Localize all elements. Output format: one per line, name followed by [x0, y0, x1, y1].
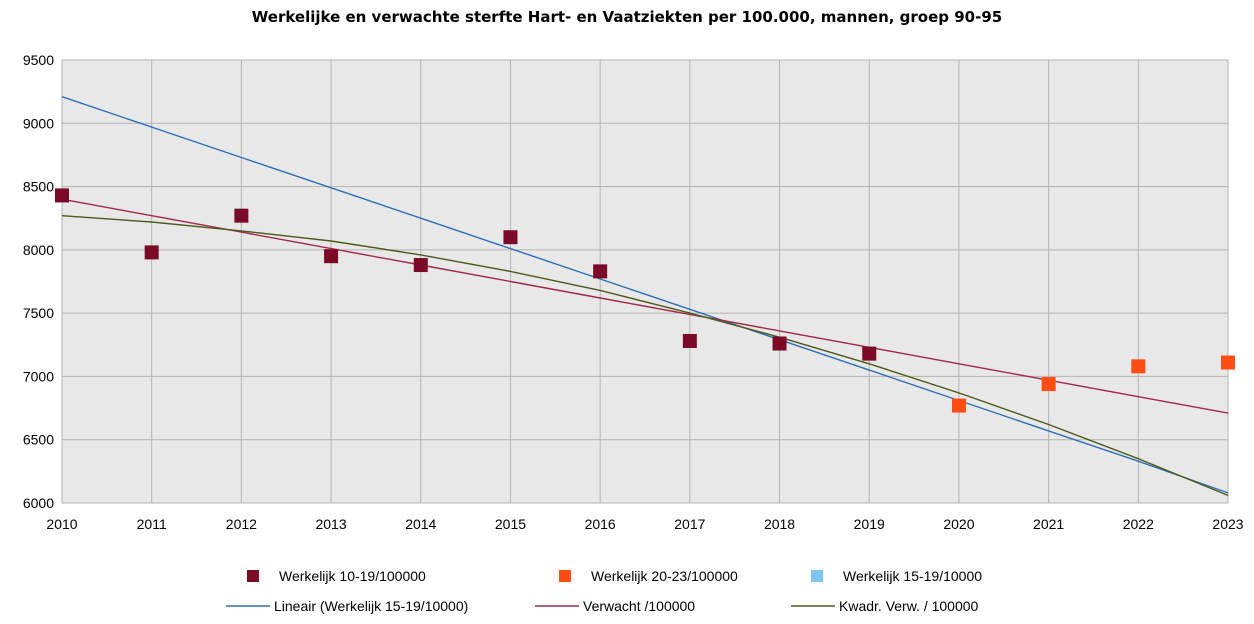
legend-swatch [811, 570, 823, 582]
x-tick-label: 2015 [495, 516, 526, 532]
y-tick-label: 9000 [23, 115, 54, 131]
y-tick-label: 8000 [23, 242, 54, 258]
legend-label: Lineair (Werkelijk 15-19/10000) [274, 598, 468, 614]
y-tick-label: 6500 [23, 432, 54, 448]
data-point-1 [1041, 377, 1056, 392]
data-point-1 [1221, 355, 1235, 370]
series-line-4 [61, 198, 1229, 414]
x-tick-label: 2023 [1212, 516, 1243, 532]
x-tick-label: 2014 [405, 516, 436, 532]
y-tick-label: 7500 [23, 305, 54, 321]
data-point-1 [1131, 359, 1146, 374]
data-point-0 [682, 333, 697, 348]
x-tick-label: 2020 [943, 516, 974, 532]
data-point-0 [55, 188, 69, 203]
x-tick-label: 2010 [46, 516, 77, 532]
data-point-0 [234, 208, 249, 223]
x-tick-label: 2022 [1123, 516, 1154, 532]
legend-swatch [559, 570, 571, 582]
data-point-0 [503, 230, 518, 245]
legend-label: Kwadr. Verw. / 100000 [839, 598, 979, 614]
x-tick-label: 2013 [315, 516, 346, 532]
data-point-1 [951, 398, 966, 413]
legend-label: Werkelijk 20-23/100000 [591, 568, 738, 584]
x-tick-label: 2016 [585, 516, 616, 532]
x-tick-label: 2019 [854, 516, 885, 532]
legend-label: Werkelijk 15-19/10000 [843, 568, 982, 584]
x-tick-label: 2011 [137, 516, 167, 532]
data-point-0 [144, 245, 159, 260]
data-point-0 [324, 249, 339, 264]
data-point-0 [862, 346, 877, 361]
x-tick-label: 2018 [764, 516, 795, 532]
chart-title: Werkelijke en verwachte sterfte Hart- en… [252, 8, 1002, 26]
y-tick-label: 9500 [23, 52, 54, 68]
x-tick-label: 2012 [226, 516, 257, 532]
data-point-0 [772, 336, 787, 351]
plot-area [61, 59, 1229, 504]
y-tick-label: 6000 [23, 495, 54, 511]
y-tick-label: 8500 [23, 179, 54, 195]
trend-lines [61, 96, 1229, 497]
y-axis-ticks: 6000 6500 7000 7500 8000 8500 9000 9500 [23, 52, 54, 511]
series-line-5 [61, 215, 1229, 497]
x-tick-label: 2021 [1033, 516, 1064, 532]
series-line-3 [61, 96, 1229, 494]
legend-label: Verwacht /100000 [583, 598, 695, 614]
x-tick-label: 2017 [674, 516, 705, 532]
legend: Werkelijk 10-19/100000 Werkelijk 20-23/10… [226, 568, 982, 614]
y-tick-label: 7000 [23, 368, 54, 384]
x-axis-ticks: 2010 2011 2012 2013 2014 2015 2016 2017 2018 2019… [46, 516, 1243, 532]
data-point-0 [593, 264, 608, 279]
data-markers [55, 188, 1235, 413]
legend-label: Werkelijk 10-19/100000 [279, 568, 426, 584]
legend-swatch [247, 570, 259, 582]
data-point-0 [413, 258, 428, 273]
